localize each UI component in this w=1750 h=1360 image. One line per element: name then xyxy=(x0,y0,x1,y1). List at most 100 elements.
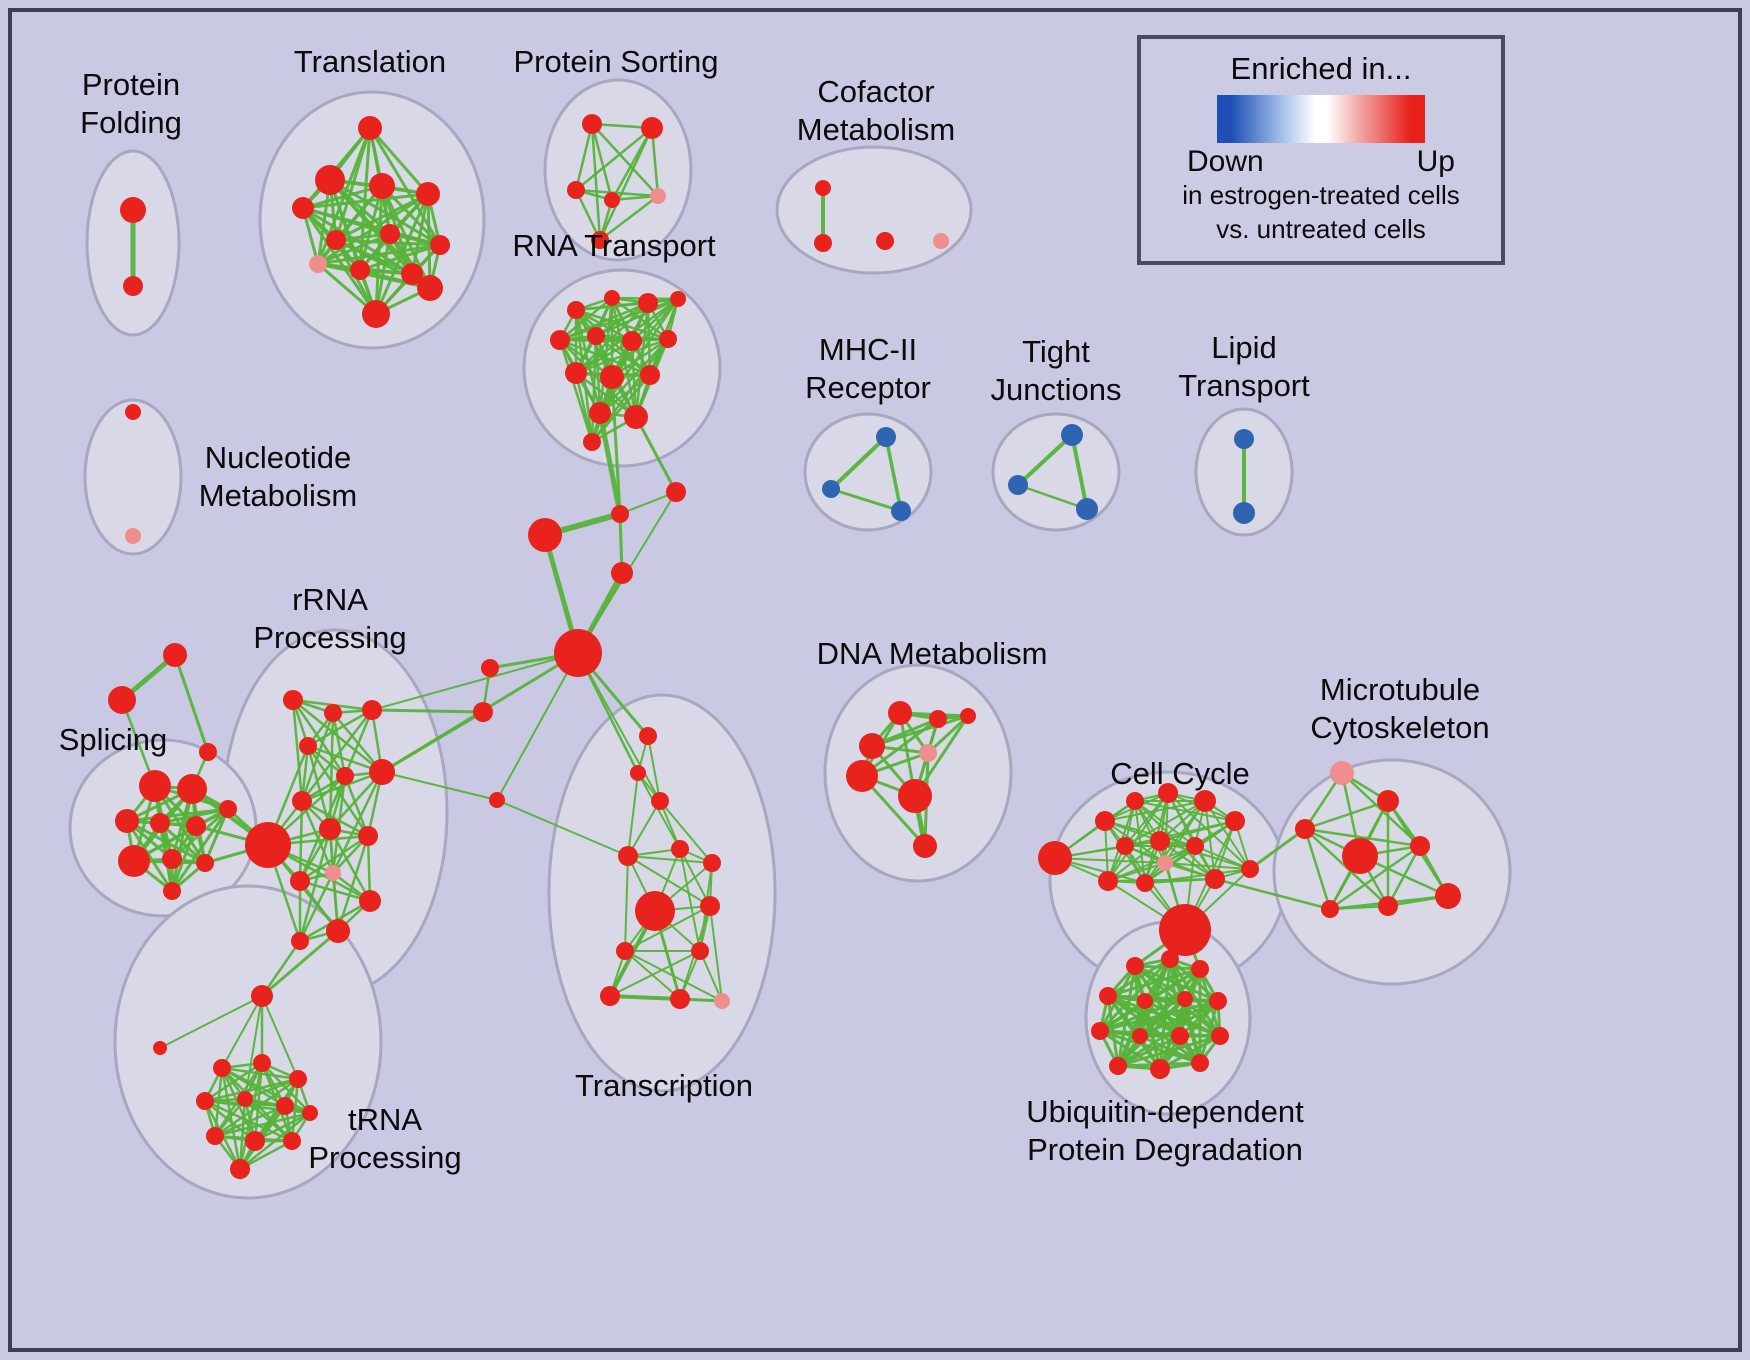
cluster-ellipse-trna-processing xyxy=(113,884,383,1200)
edge-sp6-sp9 xyxy=(203,807,230,865)
node-tr10 xyxy=(350,260,370,280)
node-tr9 xyxy=(309,255,327,273)
node-mc8 xyxy=(1321,900,1339,918)
node-rr6 xyxy=(336,767,354,785)
node-bridge1 xyxy=(481,659,499,677)
edge-tn1-rr14 xyxy=(260,929,340,998)
edge-mh1-mh2 xyxy=(829,435,888,491)
node-rr1 xyxy=(283,690,303,710)
edge-cy12-cy14 xyxy=(1144,868,1251,884)
node-cf4 xyxy=(933,233,949,249)
edge-rr2-rr6 xyxy=(331,711,347,778)
edge-ub7-ub9 xyxy=(1138,999,1220,1038)
edge-rt4-rt5 xyxy=(558,297,680,342)
cluster-label-nucleotide-metabolism-line1: Nucleotide xyxy=(205,440,351,475)
edge-tr8-tr10 xyxy=(358,243,442,272)
edge-rr8-rr10 xyxy=(300,799,370,838)
edge-tx2-tx5 xyxy=(637,772,681,850)
node-dn4 xyxy=(960,708,976,724)
node-cf2 xyxy=(814,234,832,252)
edge-cy14-mc3 xyxy=(1248,827,1307,871)
node-ub3 xyxy=(1191,960,1209,978)
node-ub1 xyxy=(1126,957,1144,975)
edge-tr5-tr12 xyxy=(426,192,432,290)
edge-cy6-cy13 xyxy=(1214,820,1236,880)
node-dn3 xyxy=(929,710,947,728)
node-pf1 xyxy=(120,197,146,223)
node-bridge3 xyxy=(489,792,505,808)
node-sp1 xyxy=(139,770,171,802)
edge-rr2-rr8 xyxy=(300,711,335,803)
edge-tn4-tn6 xyxy=(203,1061,264,1103)
cluster-label-tight-junctions-line1: Tight xyxy=(1022,334,1090,369)
node-sp3 xyxy=(115,809,139,833)
node-cc1 xyxy=(666,482,686,502)
node-tr2 xyxy=(315,165,345,195)
edge-tj1-tj2 xyxy=(1016,433,1074,487)
edge-rr3-rr4 xyxy=(306,708,374,748)
node-ps5 xyxy=(650,188,666,204)
node-tr7 xyxy=(380,224,400,244)
edge-tx4-tx8 xyxy=(627,855,711,907)
cluster-label-microtubule-cytoskeleton-line1: Microtubule xyxy=(1320,672,1480,707)
edge-ps1-ps4 xyxy=(590,122,614,202)
edge-mh1-mh3 xyxy=(884,435,903,513)
edge-tx3-tx6 xyxy=(659,800,713,864)
edge-cy4-cy10 xyxy=(1164,792,1169,864)
node-rr4 xyxy=(299,737,317,755)
edge-mc5-mc8 xyxy=(1328,844,1422,911)
cluster-label-splicing-line1: Splicing xyxy=(59,722,168,757)
node-tr3 xyxy=(292,197,314,219)
cluster-label-dna-metabolism-line1: DNA Metabolism xyxy=(817,636,1048,671)
node-tx9 xyxy=(616,942,634,960)
edge-tn4-tn13 xyxy=(238,1061,264,1171)
node-rt9 xyxy=(565,362,587,384)
node-tj1 xyxy=(1061,424,1083,446)
edge-tx5-tx10 xyxy=(679,848,701,952)
edge-ub7-ub8 xyxy=(1098,999,1220,1033)
cluster-label-cofactor-metabolism-line2: Metabolism xyxy=(797,112,956,147)
edge-rr1-rr8 xyxy=(291,698,304,803)
edge-tr8-tr9 xyxy=(316,243,442,266)
node-tn13 xyxy=(230,1159,250,1179)
cluster-label-tight-junctions-line2: Junctions xyxy=(991,372,1122,407)
node-lp1 xyxy=(1234,429,1254,449)
edge-ps1-ps5 xyxy=(590,122,660,198)
node-tr6 xyxy=(326,230,346,250)
edge-tx3-tx4 xyxy=(627,800,661,857)
edge-ub3-ub4 xyxy=(1106,967,1202,998)
edge-cy5-cy7 xyxy=(1124,800,1206,847)
cluster-label-trna-processing-line1: tRNA xyxy=(348,1102,422,1137)
node-ub6 xyxy=(1177,991,1193,1007)
node-ub12 xyxy=(1109,1057,1127,1075)
edge-tj2-tj3 xyxy=(1016,483,1089,511)
node-ps1 xyxy=(582,114,602,134)
cluster-ellipse-microtubule-cytoskeleton xyxy=(1272,758,1512,986)
edge-ub5-ub8 xyxy=(1098,999,1147,1033)
node-rt8 xyxy=(659,330,677,348)
edge-rr6-rr10 xyxy=(343,774,370,838)
edge-tn3-tn13 xyxy=(220,1066,242,1171)
edge-cc1-cc2 xyxy=(619,491,677,515)
edge-tn6-tn9 xyxy=(203,1099,312,1115)
cluster-label-lipid-transport-line1: Lipid xyxy=(1211,330,1277,365)
edge-bridge3-tx4 xyxy=(496,799,629,857)
edge-rr3-rr6 xyxy=(343,708,374,778)
node-mh1 xyxy=(876,427,896,447)
edge-tr3-tr4 xyxy=(301,184,384,210)
node-cy8 xyxy=(1150,831,1170,851)
node-lp2 xyxy=(1233,502,1255,524)
edge-tr5-tr11 xyxy=(410,192,430,276)
cluster-label-ubiquitin-degradation-line1: Ubiquitin-dependent xyxy=(1026,1094,1304,1129)
node-ps4 xyxy=(604,192,620,208)
node-cy1 xyxy=(1038,841,1072,875)
node-mh2 xyxy=(822,480,840,498)
node-rr7 xyxy=(245,822,291,868)
edge-tx11-tx12 xyxy=(608,994,682,1001)
node-tx1 xyxy=(639,727,657,745)
edge-tn1-tn3 xyxy=(221,995,263,1069)
node-cf3 xyxy=(876,232,894,250)
node-cy9 xyxy=(1186,837,1204,855)
node-cc3 xyxy=(528,518,562,552)
node-tn3 xyxy=(213,1059,231,1077)
